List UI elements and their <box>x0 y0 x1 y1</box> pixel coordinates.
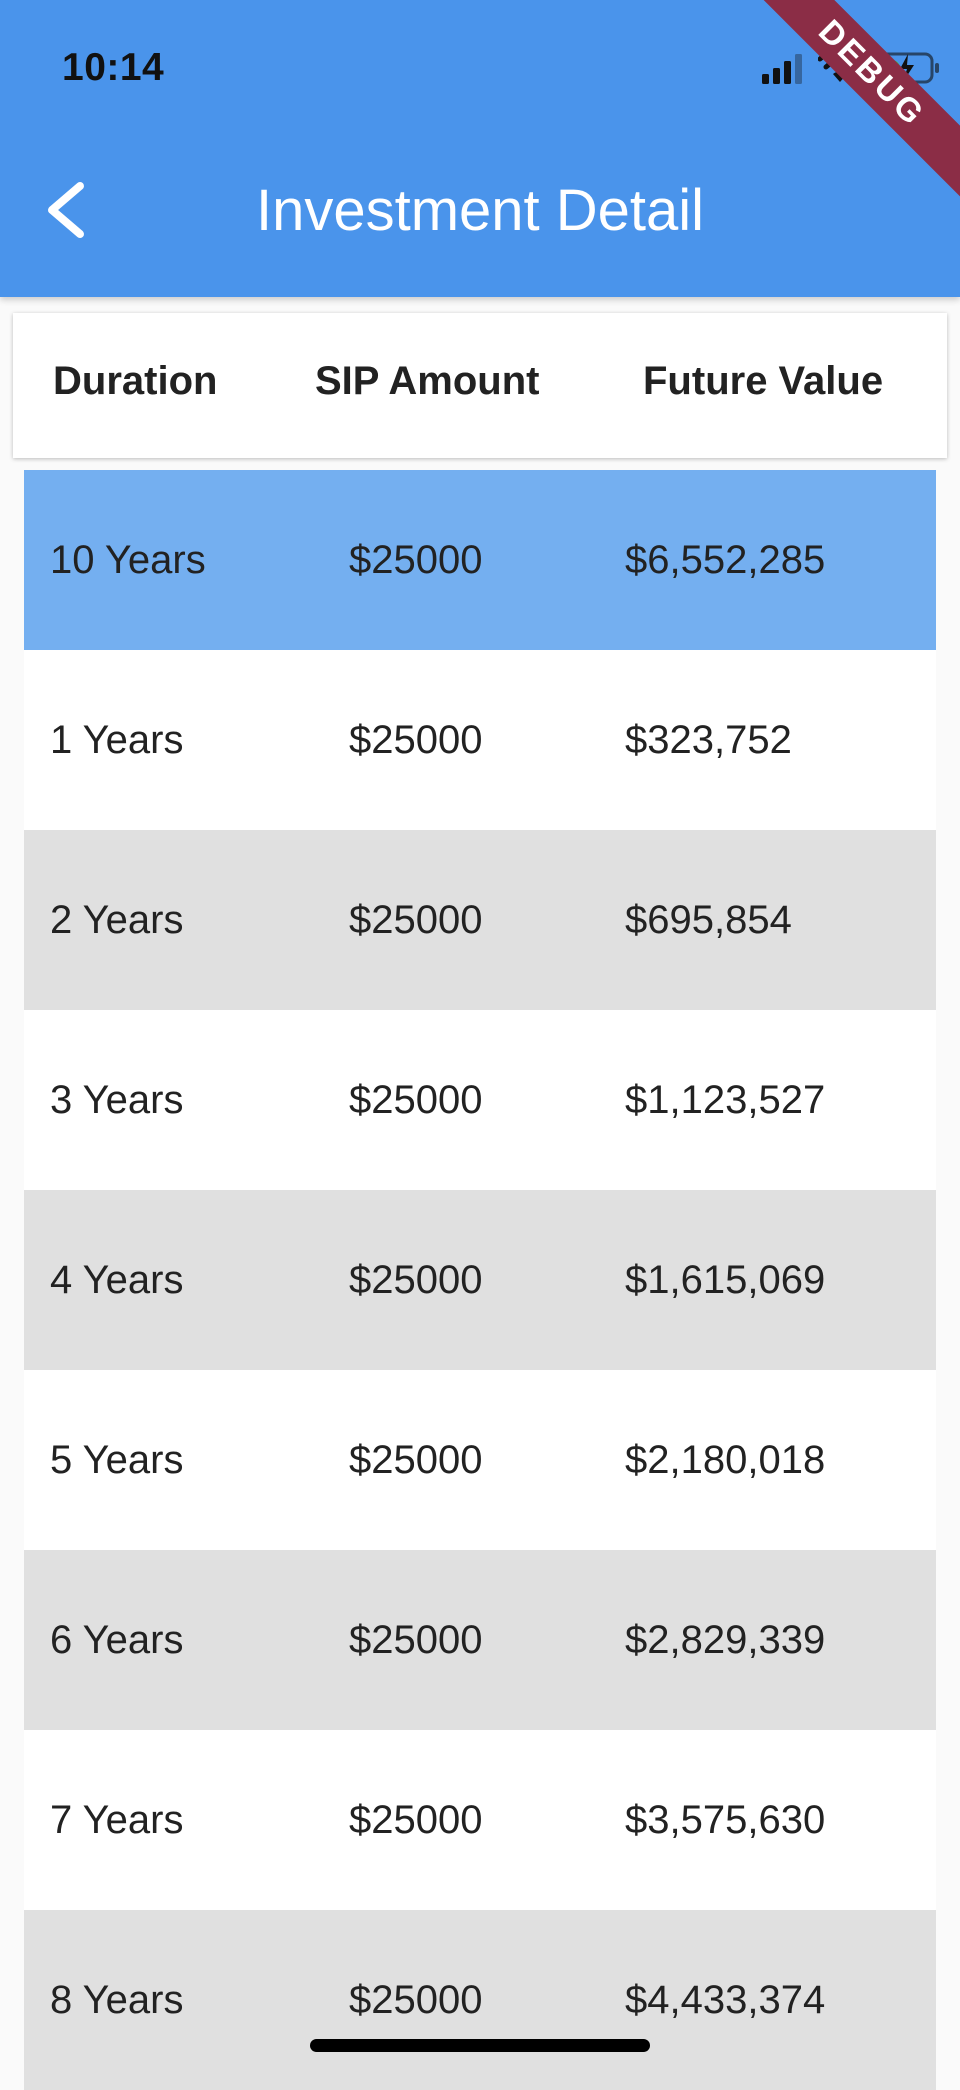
sip-cell: $25000 <box>349 1438 483 1482</box>
status-time: 10:14 <box>62 46 165 89</box>
table-row[interactable]: 1 Years $25000 $323,752 <box>24 650 936 830</box>
future-value-cell: $3,575,630 <box>625 1798 826 1842</box>
header-future-value: Future Value <box>643 359 884 403</box>
future-value-cell: $6,552,285 <box>625 538 826 582</box>
duration-cell: 3 Years <box>50 1078 184 1122</box>
duration-cell: 7 Years <box>50 1798 184 1842</box>
duration-cell: 2 Years <box>50 898 184 942</box>
table-row[interactable]: 2 Years $25000 $695,854 <box>24 830 936 1010</box>
sip-cell: $25000 <box>349 1798 483 1842</box>
future-value-cell: $4,433,374 <box>625 1978 826 2022</box>
duration-cell: 6 Years <box>50 1618 184 1662</box>
sip-cell: $25000 <box>349 718 483 762</box>
header-duration: Duration <box>53 359 218 403</box>
chevron-left-icon <box>48 182 84 238</box>
sip-cell: $25000 <box>349 1258 483 1302</box>
future-value-cell: $695,854 <box>625 898 792 942</box>
sip-cell: $25000 <box>349 538 483 582</box>
table-row[interactable]: 4 Years $25000 $1,615,069 <box>24 1190 936 1370</box>
table-row[interactable]: 7 Years $25000 $3,575,630 <box>24 1730 936 1910</box>
future-value-cell: $1,123,527 <box>625 1078 826 1122</box>
sip-cell: $25000 <box>349 898 483 942</box>
future-value-cell: $2,180,018 <box>625 1438 826 1482</box>
future-value-cell: $323,752 <box>625 718 792 762</box>
future-value-cell: $1,615,069 <box>625 1258 826 1302</box>
app-bar: 10:14 Investment Detail <box>0 0 960 297</box>
page-title: Investment Detail <box>255 178 705 243</box>
home-indicator[interactable] <box>310 2039 650 2052</box>
signal-icon <box>762 54 802 84</box>
duration-cell: 8 Years <box>50 1978 184 2022</box>
duration-cell: 10 Years <box>50 538 206 582</box>
future-value-cell: $2,829,339 <box>625 1618 826 1662</box>
table-row[interactable]: 5 Years $25000 $2,180,018 <box>24 1370 936 1550</box>
back-button[interactable] <box>40 178 96 242</box>
sip-cell: $25000 <box>349 1618 483 1662</box>
table-header: Duration SIP Amount Future Value <box>13 313 947 458</box>
sip-cell: $25000 <box>349 1078 483 1122</box>
table-row[interactable]: 6 Years $25000 $2,829,339 <box>24 1550 936 1730</box>
duration-cell: 4 Years <box>50 1258 184 1302</box>
header-sip-amount: SIP Amount <box>315 359 540 403</box>
sip-cell: $25000 <box>349 1978 483 2022</box>
table-row[interactable]: 8 Years $25000 $4,433,374 <box>24 1910 936 2090</box>
duration-cell: 5 Years <box>50 1438 184 1482</box>
table-row[interactable]: 10 Years $25000 $6,552,285 <box>24 470 936 650</box>
duration-cell: 1 Years <box>50 718 184 762</box>
investment-table: 10 Years $25000 $6,552,285 1 Years $2500… <box>24 470 936 2090</box>
table-row[interactable]: 3 Years $25000 $1,123,527 <box>24 1010 936 1190</box>
